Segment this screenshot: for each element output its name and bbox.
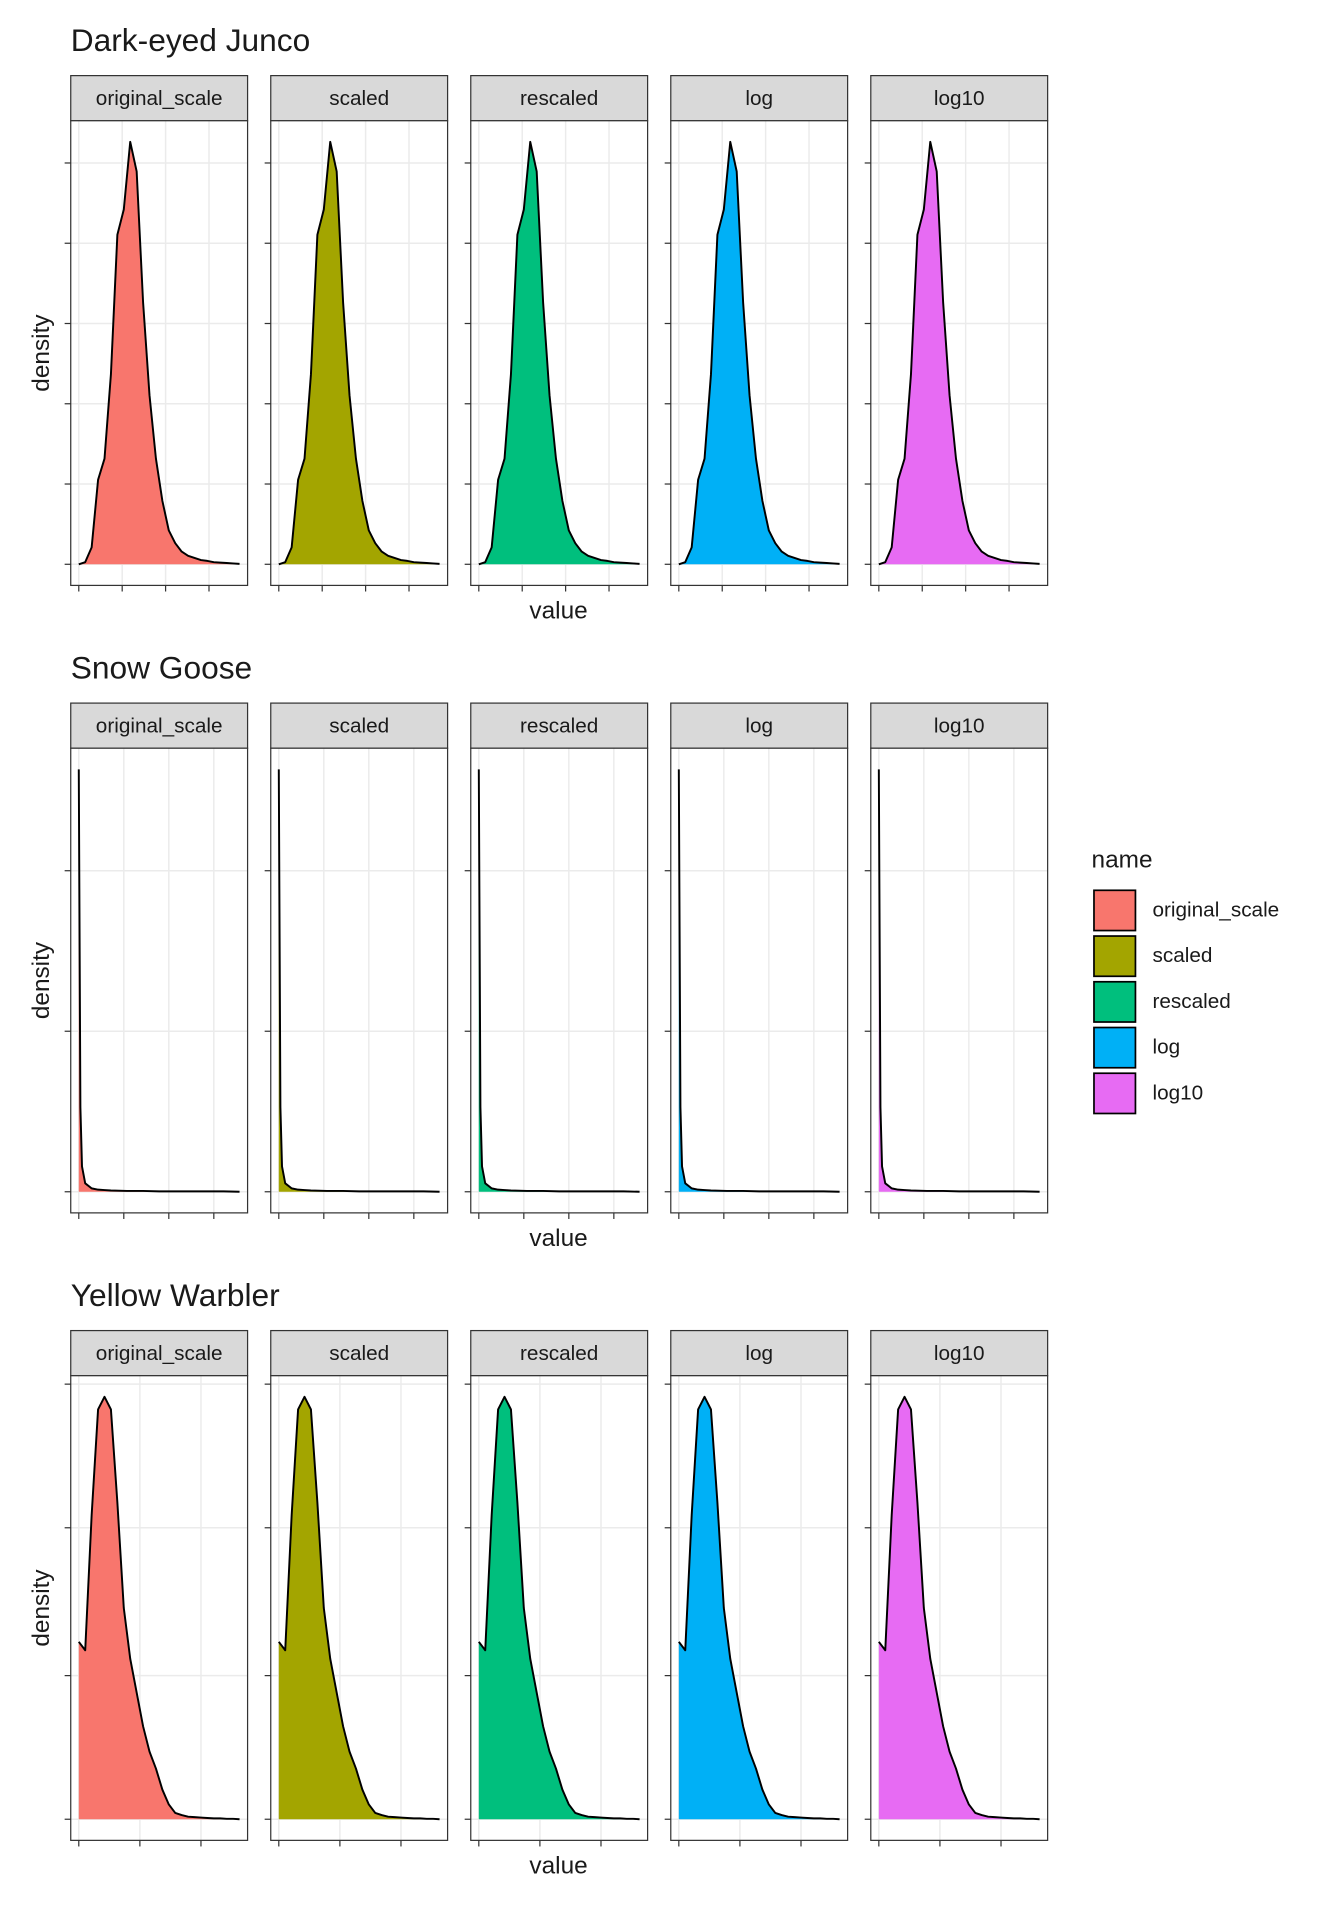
panel-border bbox=[270, 1375, 449, 1841]
panel-border bbox=[470, 120, 649, 587]
legend-label: original_scale bbox=[1153, 899, 1280, 922]
legend-label: log bbox=[1153, 1036, 1181, 1059]
density-line bbox=[677, 769, 840, 1193]
legend-key bbox=[1093, 935, 1137, 978]
panel-background bbox=[870, 748, 1048, 1213]
strip-label: scaled bbox=[329, 714, 389, 737]
legend-key bbox=[1093, 1072, 1137, 1115]
strip-label: log bbox=[745, 1342, 773, 1365]
facet-row-title: Dark-eyed Junco bbox=[71, 22, 311, 58]
x-axis-label: value bbox=[529, 1853, 587, 1880]
facet-row-title: Yellow Warbler bbox=[71, 1277, 280, 1313]
legend-label: log10 bbox=[1153, 1081, 1204, 1104]
strip bbox=[870, 702, 1049, 749]
density-line bbox=[278, 140, 440, 566]
strip bbox=[470, 702, 649, 749]
density-line bbox=[478, 1395, 640, 1821]
density-line bbox=[78, 1395, 240, 1821]
panel-border bbox=[470, 1375, 649, 1841]
strip-label: original_scale bbox=[96, 87, 223, 110]
strip bbox=[270, 75, 449, 122]
strip bbox=[270, 702, 449, 749]
strip bbox=[470, 1329, 649, 1377]
density-line bbox=[678, 140, 840, 566]
panel-border bbox=[670, 1375, 849, 1841]
density-area bbox=[78, 1396, 240, 1820]
y-axis-label: density bbox=[28, 314, 55, 392]
panel-border bbox=[270, 747, 449, 1214]
strip-label: rescaled bbox=[520, 1342, 598, 1365]
panel-border bbox=[70, 120, 249, 587]
panel-border bbox=[470, 747, 649, 1214]
strip-label: original_scale bbox=[96, 714, 223, 737]
panel-border bbox=[870, 120, 1049, 587]
density-line bbox=[877, 769, 1040, 1193]
strip-label: rescaled bbox=[520, 87, 598, 110]
strip bbox=[670, 1329, 849, 1377]
legend-key bbox=[1093, 980, 1137, 1023]
strip bbox=[270, 1329, 449, 1377]
density-line bbox=[78, 140, 240, 566]
strip-label: original_scale bbox=[96, 1342, 223, 1365]
legend-key bbox=[1093, 1026, 1137, 1069]
strip bbox=[870, 1329, 1049, 1377]
density-line bbox=[77, 769, 240, 1193]
density-area bbox=[78, 141, 240, 565]
panel-background bbox=[670, 748, 848, 1213]
panel-border bbox=[270, 120, 449, 587]
panel-border bbox=[870, 1375, 1049, 1841]
density-area bbox=[478, 141, 640, 565]
density-line bbox=[478, 140, 640, 566]
strip-label: scaled bbox=[329, 87, 389, 110]
panel-border bbox=[870, 747, 1049, 1214]
panel-background bbox=[70, 748, 248, 1213]
strip bbox=[870, 75, 1049, 122]
strip-label: log10 bbox=[934, 87, 985, 110]
density-area bbox=[678, 141, 840, 565]
strip bbox=[670, 702, 849, 749]
density-line bbox=[878, 140, 1040, 566]
panel-border bbox=[670, 120, 849, 587]
density-area bbox=[478, 1396, 640, 1820]
strip-label: log10 bbox=[934, 714, 985, 737]
density-area bbox=[678, 1396, 840, 1820]
legend-key bbox=[1093, 889, 1137, 932]
strip-label: rescaled bbox=[520, 714, 598, 737]
y-axis-label: density bbox=[28, 1569, 55, 1647]
legend-label: rescaled bbox=[1153, 990, 1231, 1013]
density-line bbox=[277, 769, 440, 1193]
strip bbox=[70, 1329, 249, 1377]
panel-border bbox=[70, 1375, 249, 1841]
strip bbox=[70, 75, 249, 122]
strip bbox=[670, 75, 849, 122]
panel-border bbox=[670, 747, 849, 1214]
legend-label: scaled bbox=[1153, 944, 1213, 967]
panel-background bbox=[470, 748, 648, 1213]
strip bbox=[70, 702, 249, 749]
density-line bbox=[878, 1395, 1040, 1821]
density-area bbox=[878, 141, 1040, 565]
density-line bbox=[678, 1395, 840, 1821]
facet-row-title: Snow Goose bbox=[71, 650, 252, 686]
density-area bbox=[278, 1396, 440, 1820]
density-line bbox=[477, 769, 640, 1193]
x-axis-label: value bbox=[529, 1225, 587, 1252]
density-area bbox=[278, 141, 440, 565]
density-line bbox=[278, 1395, 440, 1821]
panel-border bbox=[70, 747, 249, 1214]
panel-background bbox=[270, 748, 448, 1213]
strip-label: scaled bbox=[329, 1342, 389, 1365]
strip-label: log10 bbox=[934, 1342, 985, 1365]
strip-label: log bbox=[745, 714, 773, 737]
strip-label: log bbox=[745, 87, 773, 110]
y-axis-label: density bbox=[28, 941, 55, 1019]
density-area bbox=[878, 1396, 1040, 1820]
x-axis-label: value bbox=[529, 598, 587, 625]
legend-title: name bbox=[1092, 846, 1153, 873]
